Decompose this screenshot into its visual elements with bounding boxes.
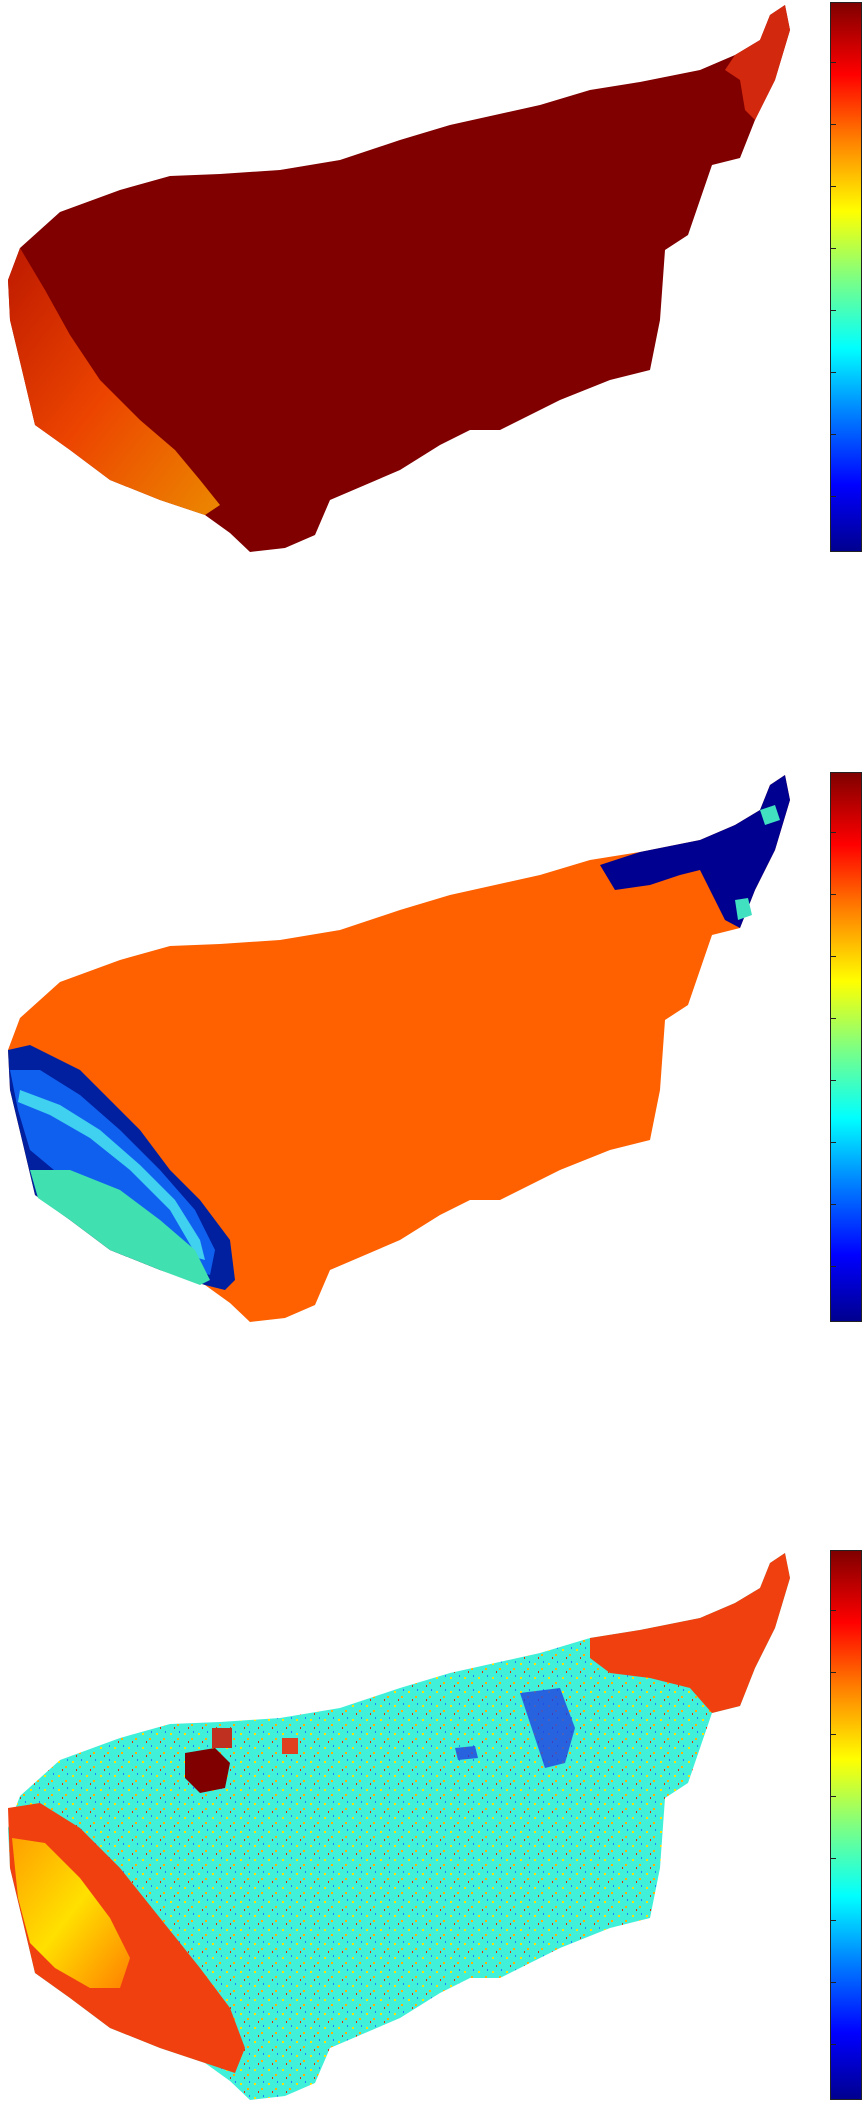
hotspot-darkred <box>185 1748 230 1793</box>
northeast-zone-cyan <box>735 898 752 920</box>
colorbar-tick <box>830 1982 836 1983</box>
colorbar-tick <box>830 1858 836 1859</box>
colorbar-tick <box>830 894 836 895</box>
colorbar-tick <box>830 2044 836 2045</box>
colorbar-tick <box>830 1672 836 1673</box>
colorbar-tick <box>830 496 836 497</box>
blue-patch <box>520 1688 575 1768</box>
map-panel-2 <box>0 770 868 1330</box>
colorbar-tick <box>830 124 836 125</box>
colorbar-tick <box>830 186 836 187</box>
southwest-edge-zone <box>8 248 220 515</box>
colorbar-tick <box>830 310 836 311</box>
northeast-zone-red <box>590 1553 790 1713</box>
colorbar-tick <box>830 1734 836 1735</box>
blue-patch <box>455 1746 478 1760</box>
colorbar-tick <box>830 434 836 435</box>
basin-region <box>8 5 790 552</box>
southwest-river-cyan <box>18 1090 205 1260</box>
colorbar-tick <box>830 1080 836 1081</box>
colorbar-tick <box>830 62 836 63</box>
basin-region <box>8 1553 790 2100</box>
southwest-zone-yellow <box>12 1838 130 1988</box>
colorbar-tick <box>830 1920 836 1921</box>
southwest-zone-aquamarine <box>30 1170 210 1285</box>
hotspot-square <box>282 1738 298 1754</box>
region-map-3 <box>8 1553 790 2100</box>
region-map-1 <box>8 5 790 552</box>
region-map-2 <box>8 775 790 1322</box>
colorbar-tick <box>830 1018 836 1019</box>
northeast-edge-zone <box>725 5 790 120</box>
colorbar-tick <box>830 956 836 957</box>
colorbar-tick <box>830 1796 836 1797</box>
northeast-zone-darkblue <box>600 775 790 928</box>
colorbar-tick <box>830 1142 836 1143</box>
colorbar-tick <box>830 248 836 249</box>
colorbar-1 <box>830 2 862 552</box>
colorbar-tick <box>830 1610 836 1611</box>
colorbar-tick <box>830 832 836 833</box>
colorbar-tick <box>830 1204 836 1205</box>
northeast-zone-cyan-2 <box>760 805 780 825</box>
map-panel-3 <box>0 1548 868 2108</box>
colorbar-2 <box>830 772 862 1322</box>
colorbar-3 <box>830 1550 862 2100</box>
hotspot-square <box>212 1728 232 1748</box>
colorbar-tick <box>830 372 836 373</box>
basin-region <box>8 775 790 1322</box>
map-panel-1 <box>0 0 868 560</box>
colorbar-tick <box>830 1266 836 1267</box>
